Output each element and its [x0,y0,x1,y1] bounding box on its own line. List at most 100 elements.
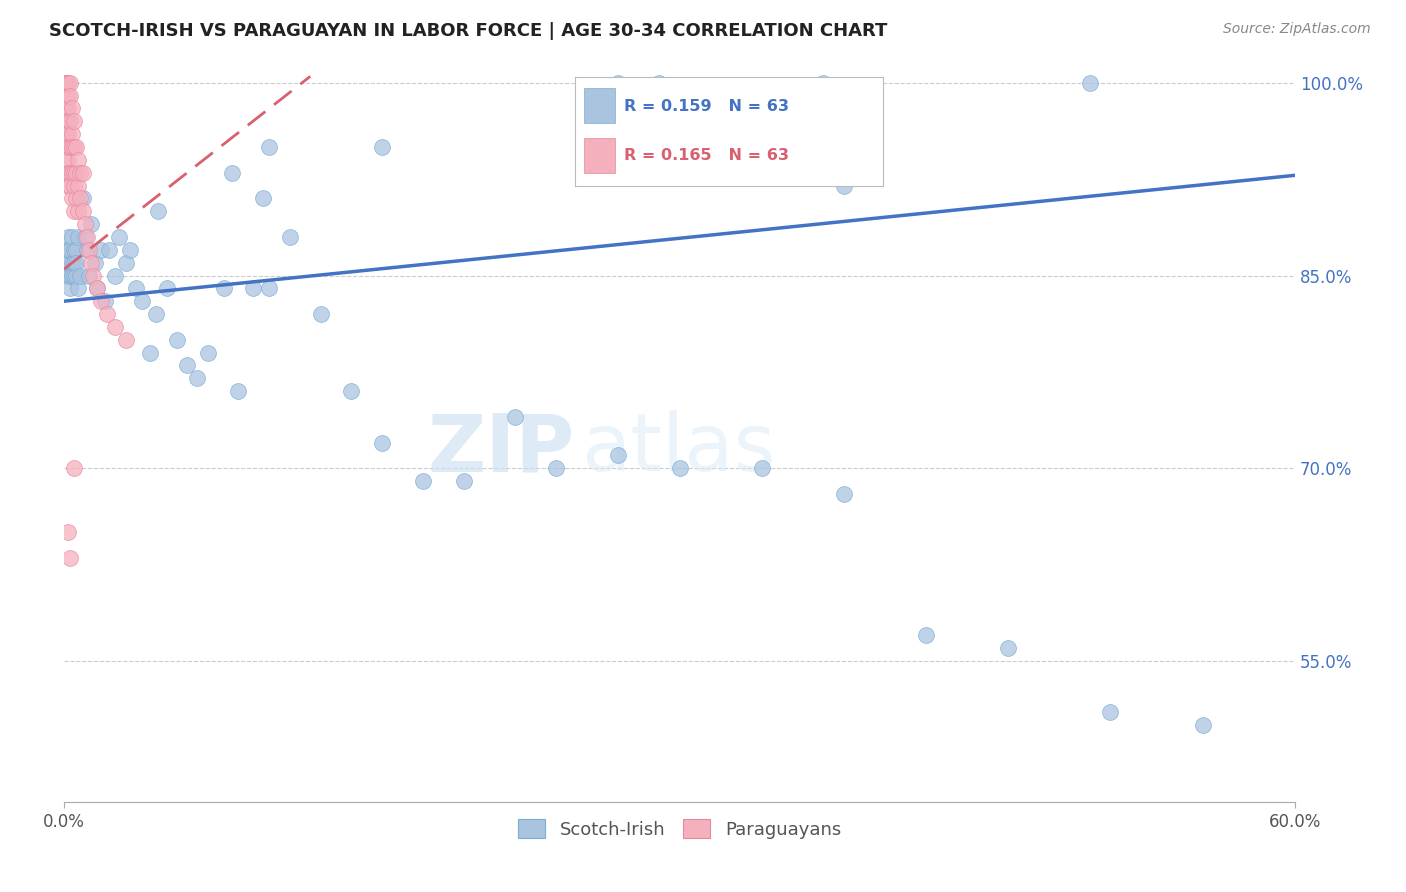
Point [73,217,96,231]
Point [63,255,86,269]
Point [69,268,91,283]
Point [997,641,1019,656]
Point [59,243,82,257]
Point [139,345,162,359]
Point [56,153,79,167]
Point [55,102,77,116]
Point [63,461,86,475]
Point [668,461,690,475]
Point [60,255,83,269]
Point [131,294,153,309]
Text: atlas: atlas [581,410,776,488]
Point [67,178,90,193]
Point [80,255,103,269]
Point [76,243,98,257]
Point [59,140,82,154]
Point [69,166,91,180]
Point [607,76,630,90]
Point [56,127,79,141]
Text: ZIP: ZIP [427,410,575,488]
Point [56,525,79,540]
Point [55,76,77,90]
Point [86,281,108,295]
Point [60,140,83,154]
Point [278,230,301,244]
Point [114,333,136,347]
Point [252,191,274,205]
Point [1191,718,1213,732]
Point [59,76,82,90]
Point [340,384,363,399]
Point [55,140,77,154]
Point [607,449,630,463]
Point [63,166,86,180]
Point [63,140,86,154]
Point [65,166,87,180]
Point [98,243,121,257]
Point [118,243,141,257]
Point [56,230,79,244]
Point [56,178,79,193]
Point [228,384,250,399]
Point [55,127,77,141]
Point [914,628,936,642]
Point [63,178,86,193]
Point [59,166,82,180]
Text: SCOTCH-IRISH VS PARAGUAYAN IN LABOR FORCE | AGE 30-34 CORRELATION CHART: SCOTCH-IRISH VS PARAGUAYAN IN LABOR FORC… [49,22,887,40]
Point [453,474,475,488]
Point [104,319,127,334]
Point [648,76,671,90]
Point [60,102,83,116]
Point [77,243,100,257]
Point [371,140,394,154]
Point [832,178,855,193]
Point [65,140,87,154]
Point [76,230,98,244]
Point [56,114,79,128]
Point [90,243,112,257]
Point [108,230,131,244]
Point [1099,706,1122,720]
Point [55,255,77,269]
Point [55,88,77,103]
Point [156,281,179,295]
Point [65,255,87,269]
Point [212,281,235,295]
Point [546,461,568,475]
Point [145,307,167,321]
Point [83,255,105,269]
Point [104,268,127,283]
Point [65,243,87,257]
Point [65,268,87,283]
Point [125,281,148,295]
Point [176,359,198,373]
Point [148,204,170,219]
Point [59,281,82,295]
Point [56,268,79,283]
Point [65,191,87,205]
Point [94,294,117,309]
Point [55,140,77,154]
Point [55,166,77,180]
Point [73,230,96,244]
Point [60,127,83,141]
Point [63,114,86,128]
Point [55,127,77,141]
Legend: Scotch-Irish, Paraguayans: Scotch-Irish, Paraguayans [510,812,848,846]
Point [55,114,77,128]
Point [96,307,118,321]
Point [59,268,82,283]
Point [67,204,90,219]
Point [371,435,394,450]
Point [59,551,82,566]
Point [197,345,219,359]
Point [242,281,264,295]
Point [59,88,82,103]
Point [60,230,83,244]
Point [55,76,77,90]
Point [55,76,77,90]
Point [72,204,94,219]
Point [67,281,90,295]
Point [505,409,527,424]
Point [56,166,79,180]
